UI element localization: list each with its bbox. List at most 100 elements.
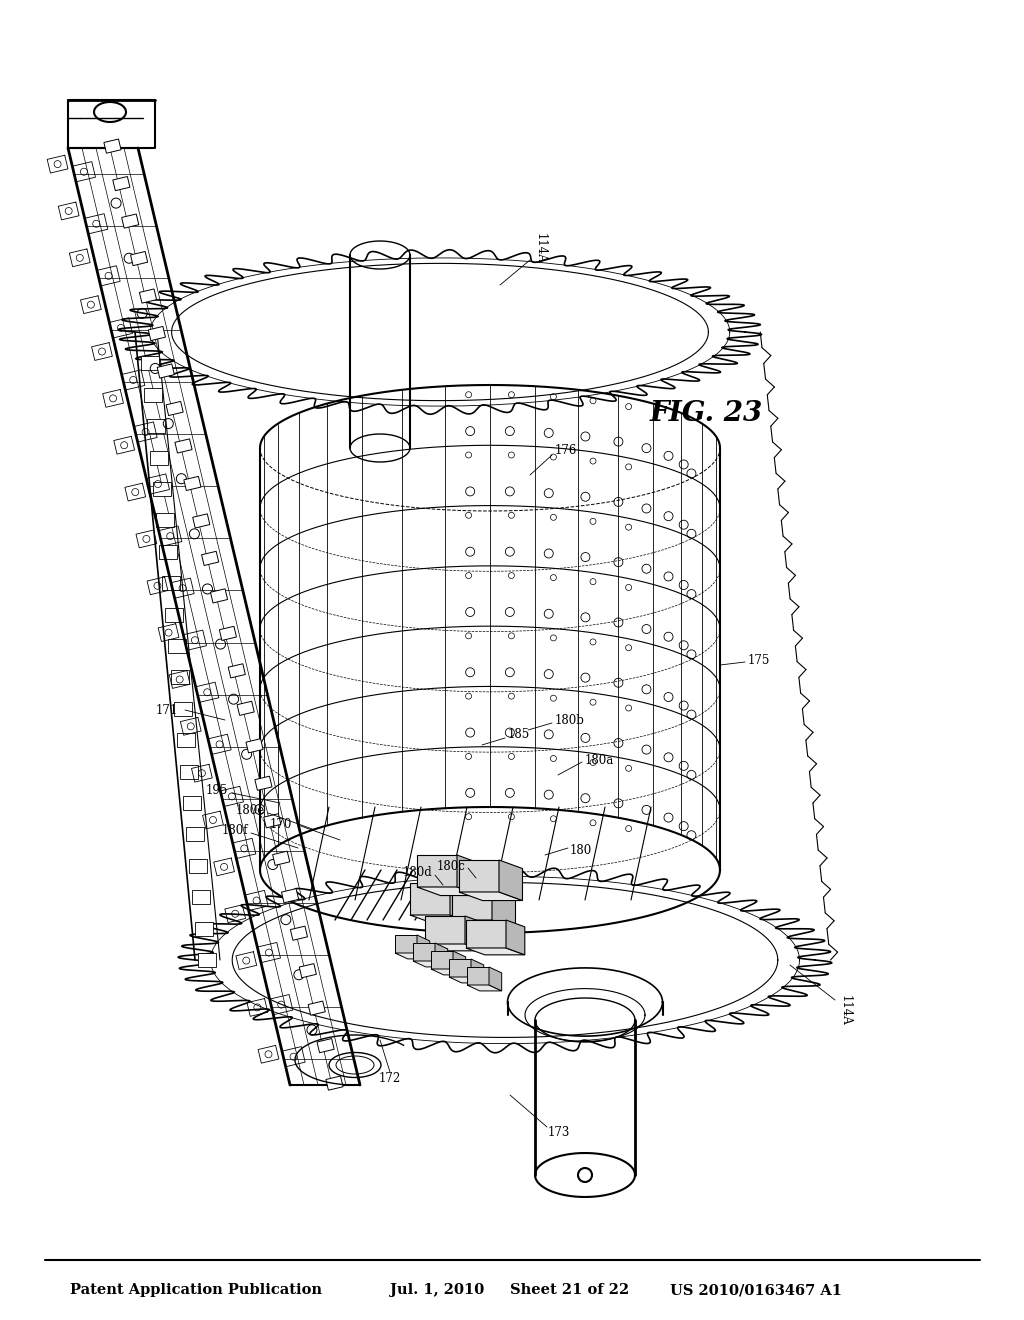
Bar xyxy=(166,401,183,416)
Polygon shape xyxy=(452,920,515,928)
Polygon shape xyxy=(395,953,430,958)
Polygon shape xyxy=(457,855,480,895)
Bar xyxy=(219,626,237,640)
Text: 173: 173 xyxy=(548,1126,570,1138)
Bar xyxy=(282,888,299,903)
Text: 114A: 114A xyxy=(839,995,852,1026)
Polygon shape xyxy=(431,950,453,969)
Bar xyxy=(156,513,174,528)
Text: 180: 180 xyxy=(570,843,592,857)
Text: 180c: 180c xyxy=(436,859,465,873)
Polygon shape xyxy=(467,985,502,991)
Bar xyxy=(153,482,171,496)
Polygon shape xyxy=(466,948,524,954)
Bar xyxy=(130,252,147,265)
Bar xyxy=(180,764,198,779)
Bar xyxy=(255,776,272,791)
Text: Jul. 1, 2010: Jul. 1, 2010 xyxy=(390,1283,484,1298)
Text: 114A: 114A xyxy=(534,232,547,264)
Polygon shape xyxy=(417,887,480,895)
Polygon shape xyxy=(410,883,450,915)
Text: 180f: 180f xyxy=(221,824,248,837)
Polygon shape xyxy=(459,892,522,900)
Polygon shape xyxy=(410,915,473,924)
Polygon shape xyxy=(413,961,447,968)
Text: 185: 185 xyxy=(508,729,530,742)
Polygon shape xyxy=(471,960,483,983)
Text: 171: 171 xyxy=(156,704,178,717)
Polygon shape xyxy=(466,920,506,948)
Text: FIG. 23: FIG. 23 xyxy=(650,400,763,426)
Bar xyxy=(147,420,165,433)
Bar xyxy=(157,364,174,378)
Bar xyxy=(193,890,210,904)
Polygon shape xyxy=(425,944,483,950)
Text: Patent Application Publication: Patent Application Publication xyxy=(70,1283,322,1298)
Bar xyxy=(193,513,210,528)
Bar xyxy=(162,577,180,590)
Polygon shape xyxy=(449,960,471,977)
Bar xyxy=(326,1076,343,1090)
Bar xyxy=(171,671,189,684)
Bar xyxy=(202,552,219,565)
Polygon shape xyxy=(459,861,499,892)
Bar xyxy=(141,356,159,371)
Polygon shape xyxy=(395,935,417,953)
Polygon shape xyxy=(452,888,492,920)
Polygon shape xyxy=(499,861,522,900)
Polygon shape xyxy=(506,920,524,954)
Bar xyxy=(308,1001,326,1015)
Text: Sheet 21 of 22: Sheet 21 of 22 xyxy=(510,1283,630,1298)
Bar xyxy=(174,702,193,715)
Text: 180a: 180a xyxy=(585,754,614,767)
Polygon shape xyxy=(431,969,466,975)
Bar xyxy=(175,438,193,453)
Bar xyxy=(184,477,201,491)
Bar xyxy=(122,214,139,228)
Polygon shape xyxy=(453,950,466,975)
Bar xyxy=(246,739,263,752)
Bar xyxy=(168,639,186,653)
Polygon shape xyxy=(489,968,502,991)
Text: 180e: 180e xyxy=(236,804,265,817)
Bar xyxy=(317,1039,334,1053)
Polygon shape xyxy=(450,883,473,924)
Text: US 2010/0163467 A1: US 2010/0163467 A1 xyxy=(670,1283,842,1298)
Bar xyxy=(238,701,254,715)
Polygon shape xyxy=(425,916,465,944)
Text: 176: 176 xyxy=(555,444,578,457)
Polygon shape xyxy=(492,888,515,928)
Bar xyxy=(272,851,290,866)
Text: 172: 172 xyxy=(379,1072,401,1085)
Bar xyxy=(228,664,246,678)
Text: 180d: 180d xyxy=(402,866,432,879)
Bar xyxy=(148,326,166,341)
Bar xyxy=(291,927,307,940)
Bar xyxy=(103,139,121,153)
Bar xyxy=(299,964,316,978)
Bar xyxy=(198,953,216,968)
Polygon shape xyxy=(465,916,483,950)
Polygon shape xyxy=(449,977,483,983)
Bar xyxy=(183,796,201,810)
Polygon shape xyxy=(413,942,435,961)
Bar xyxy=(150,450,168,465)
Bar xyxy=(195,921,213,936)
Bar xyxy=(139,289,157,304)
Text: 170: 170 xyxy=(269,818,292,832)
Bar xyxy=(159,545,177,558)
Bar xyxy=(177,733,195,747)
Text: 175: 175 xyxy=(748,653,770,667)
Polygon shape xyxy=(417,855,457,887)
Bar xyxy=(189,859,207,873)
Polygon shape xyxy=(467,968,489,985)
Bar xyxy=(113,177,130,190)
Bar xyxy=(264,813,281,828)
Bar xyxy=(211,589,227,603)
Bar xyxy=(186,828,204,841)
Text: 195: 195 xyxy=(206,784,228,796)
Polygon shape xyxy=(417,935,430,958)
Text: 180b: 180b xyxy=(555,714,585,726)
Bar xyxy=(165,607,183,622)
Bar xyxy=(144,388,162,401)
